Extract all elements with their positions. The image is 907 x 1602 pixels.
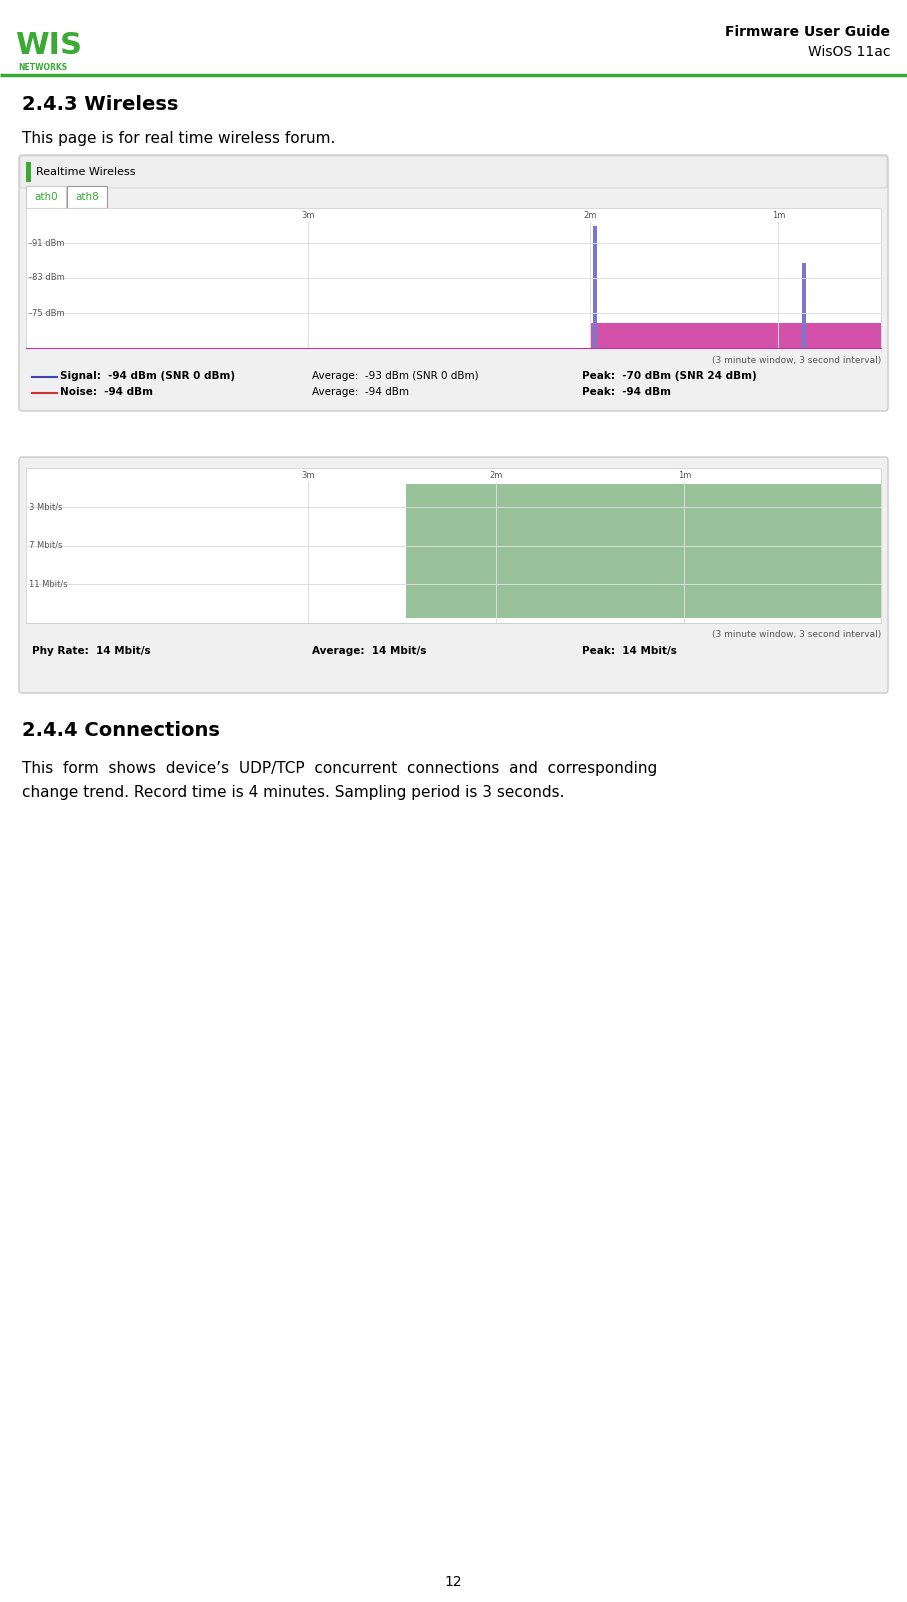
Text: (3 minute window, 3 second interval): (3 minute window, 3 second interval) [712,631,881,639]
Bar [802,263,806,348]
FancyBboxPatch shape [19,457,888,694]
Bar [592,226,597,348]
Text: 1m: 1m [772,211,785,221]
Text: Peak:  -94 dBm: Peak: -94 dBm [582,388,671,397]
Text: Average:  -93 dBm (SNR 0 dBm): Average: -93 dBm (SNR 0 dBm) [312,372,479,381]
Text: 2m: 2m [490,471,503,481]
Text: 3m: 3m [301,471,315,481]
Text: WIS: WIS [15,30,82,59]
Text: 3 Mbit/s: 3 Mbit/s [29,503,63,511]
Text: change trend. Record time is 4 minutes. Sampling period is 3 seconds.: change trend. Record time is 4 minutes. … [22,785,564,799]
Text: -75 dBm: -75 dBm [29,309,64,317]
Text: 2.4.3 Wireless: 2.4.3 Wireless [22,96,179,114]
Text: Realtime Wireless: Realtime Wireless [36,167,135,176]
Bar [590,322,881,348]
Text: Signal:  -94 dBm (SNR 0 dBm): Signal: -94 dBm (SNR 0 dBm) [60,372,235,381]
Text: Average:  -94 dBm: Average: -94 dBm [312,388,409,397]
Text: Peak:  14 Mbit/s: Peak: 14 Mbit/s [582,646,677,655]
Text: ath8: ath8 [75,192,99,202]
Bar [406,484,881,618]
Text: Firmware User Guide: Firmware User Guide [725,26,890,38]
FancyBboxPatch shape [20,155,887,187]
Text: ath0: ath0 [34,192,58,202]
Text: -83 dBm: -83 dBm [29,274,64,282]
Bar [67,186,107,208]
Text: -91 dBm: -91 dBm [29,239,64,247]
Bar [26,186,66,208]
Text: 12: 12 [444,1575,463,1589]
FancyBboxPatch shape [13,8,82,77]
Bar [26,208,881,348]
Bar [26,468,881,623]
Text: Noise:  -94 dBm: Noise: -94 dBm [60,388,153,397]
Text: 2.4.4 Connections: 2.4.4 Connections [22,721,219,740]
Text: (3 minute window, 3 second interval): (3 minute window, 3 second interval) [712,356,881,365]
Text: Average:  14 Mbit/s: Average: 14 Mbit/s [312,646,426,655]
Text: 1m: 1m [678,471,691,481]
Text: This  form  shows  device’s  UDP/TCP  concurrent  connections  and  correspondin: This form shows device’s UDP/TCP concurr… [22,761,658,775]
Text: NETWORKS: NETWORKS [18,64,67,72]
Bar [26,162,31,183]
Text: Peak:  -70 dBm (SNR 24 dBm): Peak: -70 dBm (SNR 24 dBm) [582,372,756,381]
Text: This page is for real time wireless forum.: This page is for real time wireless foru… [22,130,336,146]
Text: WisOS 11ac: WisOS 11ac [807,45,890,59]
Text: 3m: 3m [301,211,315,221]
Text: 7 Mbit/s: 7 Mbit/s [29,541,63,549]
Text: 11 Mbit/s: 11 Mbit/s [29,580,68,590]
FancyBboxPatch shape [19,155,888,412]
Text: 2m: 2m [583,211,597,221]
Text: Phy Rate:  14 Mbit/s: Phy Rate: 14 Mbit/s [32,646,151,655]
